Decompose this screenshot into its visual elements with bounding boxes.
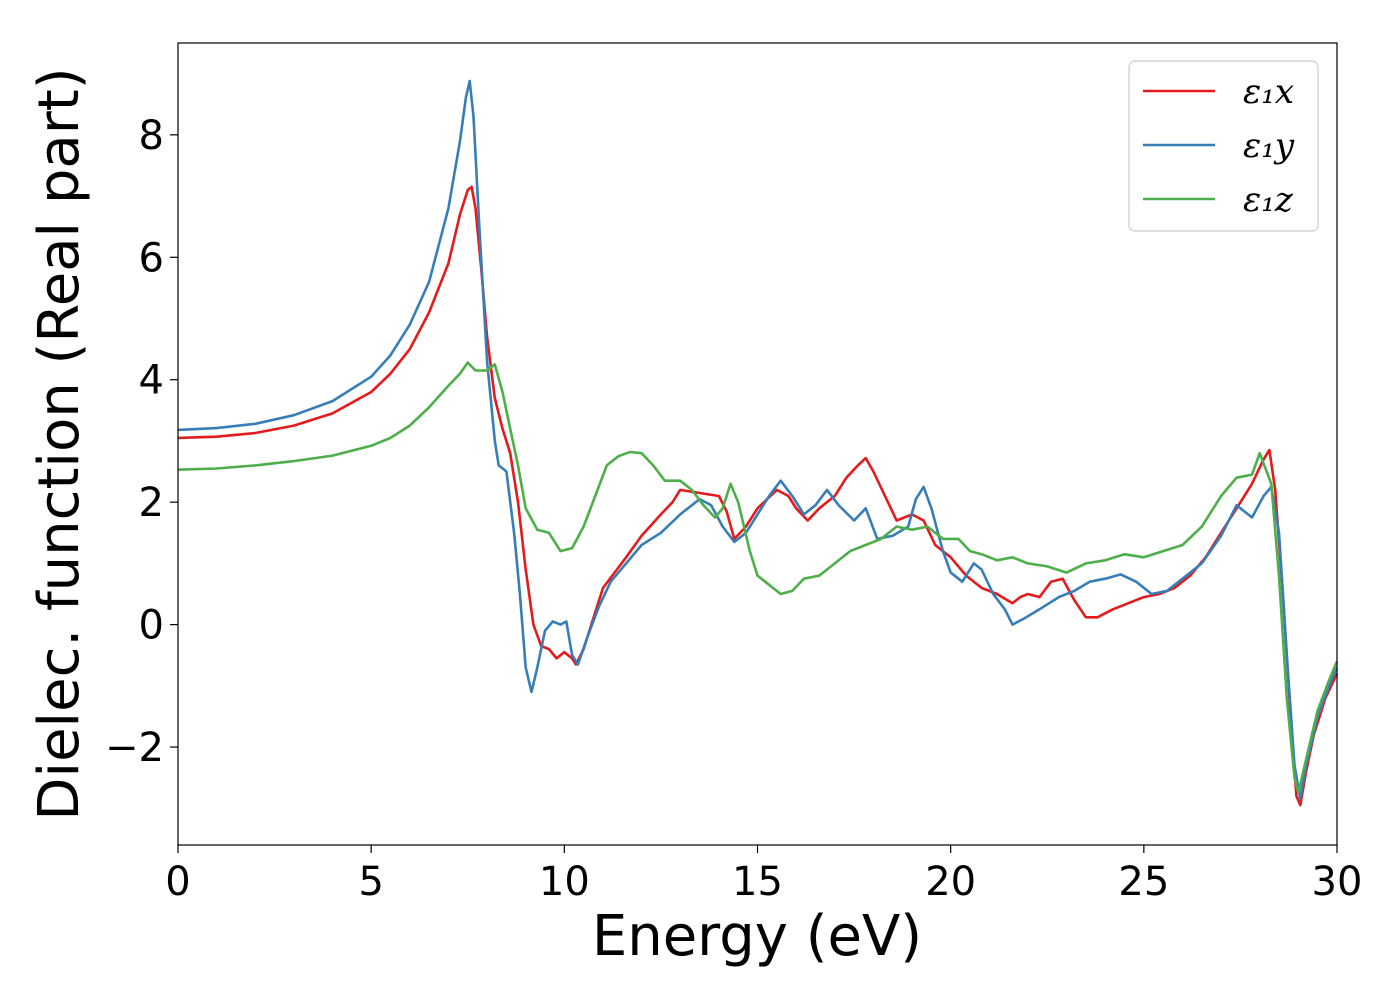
legend: ε₁x ε₁y ε₁z (1128, 60, 1319, 232)
legend-label-3: ε₁z (1243, 180, 1294, 220)
y-tick-label: 6 (139, 235, 164, 281)
y-tick-label: 4 (139, 358, 164, 404)
x-tick-label: 20 (925, 859, 976, 905)
x-tick-label: 15 (732, 859, 783, 905)
legend-label-1: ε₁x (1243, 72, 1294, 112)
y-axis-label: Dielec. function (Real part) (27, 67, 92, 820)
series-layer (177, 79, 1339, 807)
x-axis-label: Energy (eV) (592, 904, 922, 969)
series-line-1 (177, 185, 1339, 807)
x-tick-label: 25 (1118, 859, 1169, 905)
legend-label-2: ε₁y (1243, 126, 1295, 166)
series-line-2 (177, 79, 1339, 801)
x-tick-label: 5 (358, 859, 383, 905)
x-tick-label: 30 (1312, 859, 1363, 905)
y-tick-label: 0 (139, 603, 164, 649)
x-tick-label: 10 (539, 859, 590, 905)
y-tick-label: 2 (139, 480, 164, 526)
x-tick-label: 0 (165, 859, 190, 905)
y-axis: −2 0 2 4 6 8 (105, 113, 178, 771)
y-tick-label: −2 (105, 725, 164, 771)
y-tick-label: 8 (139, 113, 164, 159)
series-line-3 (177, 361, 1339, 795)
x-axis: 0 5 10 15 20 25 30 (165, 845, 1362, 905)
legend-box (1128, 60, 1319, 232)
